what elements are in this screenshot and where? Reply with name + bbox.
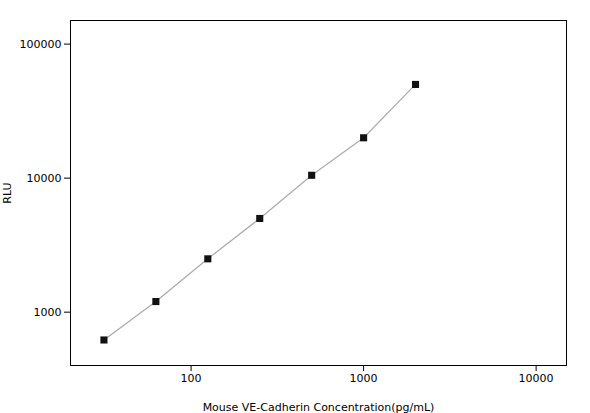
svg-text:100000: 100000 bbox=[20, 38, 62, 51]
svg-text:RLU: RLU bbox=[1, 182, 14, 203]
svg-text:1000: 1000 bbox=[350, 372, 378, 385]
svg-text:100: 100 bbox=[181, 372, 202, 385]
svg-text:Mouse VE-Cadherin Concentratio: Mouse VE-Cadherin Concentration(pg/mL) bbox=[203, 401, 435, 413]
svg-text:1000: 1000 bbox=[34, 306, 62, 319]
svg-text:10000: 10000 bbox=[519, 372, 554, 385]
svg-text:10000: 10000 bbox=[27, 172, 62, 185]
